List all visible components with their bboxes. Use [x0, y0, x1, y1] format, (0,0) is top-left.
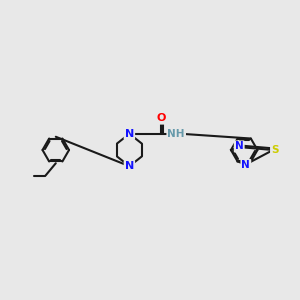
Text: S: S [271, 145, 279, 155]
Text: N: N [125, 161, 134, 171]
Text: O: O [156, 113, 166, 124]
Text: N: N [242, 160, 250, 170]
Text: N: N [125, 129, 134, 139]
Text: N: N [235, 142, 244, 152]
Text: NH: NH [167, 129, 185, 139]
